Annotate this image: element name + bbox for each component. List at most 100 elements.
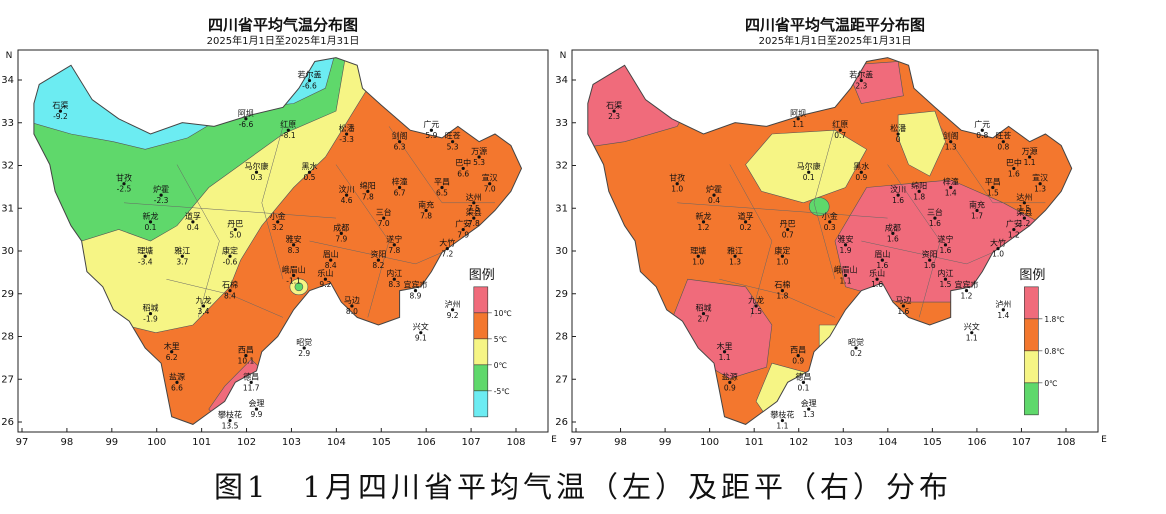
- anom-county-boundary: [729, 164, 773, 318]
- station-marker: [743, 220, 748, 224]
- temp-stations: 石渠 -9.2 若尔盖 -6.6 阿坝 -6.6 红原 -8.1 松潘 -3.3 甘孜 -2.5 炉霍 -…: [52, 70, 497, 431]
- station-value: 1.6: [892, 196, 904, 205]
- anom-x-tick-label: 100: [700, 437, 719, 448]
- station-name: 峨眉山: [834, 264, 858, 274]
- legend-swatch: [1024, 382, 1039, 416]
- station-name: 盐源: [169, 371, 185, 381]
- station-name: 丹巴: [227, 220, 243, 229]
- station-value: 0.8: [976, 131, 988, 140]
- station-value: -1.9: [143, 315, 158, 324]
- station-name: 眉山: [323, 249, 339, 259]
- station-value: 9.2: [319, 280, 331, 289]
- station-name: 德昌: [243, 371, 259, 381]
- anom-county-boundary: [887, 164, 941, 318]
- station-value: 8.3: [388, 280, 400, 289]
- anom-y-tick-label: 29: [555, 289, 568, 300]
- station-marker: [413, 289, 418, 293]
- anom-y-tick-label: 32: [555, 161, 568, 172]
- station-name: 松潘: [339, 123, 355, 133]
- station-value: 0.1: [803, 173, 815, 182]
- station-marker: [345, 193, 349, 197]
- station-marker: [424, 208, 428, 213]
- station-marker: [896, 132, 900, 136]
- station-marker: [1028, 155, 1032, 159]
- station-value: 1.3: [803, 410, 815, 419]
- station-value: 3.4: [198, 307, 210, 316]
- station-marker: [754, 304, 758, 308]
- station-marker: [382, 216, 386, 220]
- station-value: 4.6: [341, 196, 353, 205]
- station-marker: [307, 78, 312, 83]
- station-value: 8.2: [372, 261, 384, 270]
- station-value: 0.9: [724, 383, 736, 392]
- station-marker: [991, 185, 995, 190]
- station-marker: [728, 380, 732, 384]
- anom-title: 四川省平均气温距平分布图: [745, 16, 925, 34]
- anom-zone-low-songpan: [897, 110, 946, 177]
- station-value: 1.0: [992, 250, 1004, 259]
- station-name: 黑水: [302, 161, 318, 171]
- station-value: 2.3: [608, 112, 620, 121]
- anom-x-tick-label: 105: [923, 437, 942, 448]
- station-value: 1.6: [939, 246, 951, 255]
- station-name: 雅江: [174, 245, 190, 255]
- station-value: 3.7: [176, 257, 188, 266]
- station-value: 1.6: [929, 219, 941, 228]
- station-value: 0: [896, 135, 901, 144]
- anom-x-tick-label: 104: [878, 437, 897, 448]
- station-marker: [148, 220, 153, 224]
- station-marker: [859, 170, 863, 174]
- legend-swatch: [1024, 318, 1039, 352]
- station-name: 道孚: [738, 211, 754, 221]
- station-value: 0.3: [251, 173, 263, 182]
- station-name: 道孚: [185, 211, 201, 221]
- station-marker: [612, 109, 616, 113]
- station-value: 0.1: [145, 223, 157, 232]
- temp-y-tick-label: 33: [1, 118, 14, 129]
- station-name: 若尔盖: [298, 70, 322, 80]
- temp-y-tick-label: 29: [1, 289, 14, 300]
- station-marker: [733, 254, 737, 258]
- station-marker: [339, 231, 343, 235]
- station-name: 绵阳: [911, 180, 927, 190]
- station-name: 若尔盖: [849, 70, 873, 80]
- station-value: 0.1: [797, 383, 809, 392]
- station-name: 三台: [376, 207, 392, 217]
- station-name: 剑阁: [943, 131, 959, 141]
- station-name: 西昌: [238, 346, 254, 355]
- temp-east-label: E: [551, 435, 557, 445]
- station-name: 甘孜: [669, 173, 685, 183]
- anom-y-tick-label: 34: [555, 75, 568, 86]
- station-value: 1.3: [945, 143, 957, 152]
- station-name: 松潘: [890, 123, 906, 133]
- station-value: 9.1: [415, 334, 427, 343]
- station-name: 石渠: [606, 100, 622, 110]
- station-marker: [970, 331, 974, 335]
- anom-subtitle: 2025年1月1日至2025年1月31日: [759, 34, 912, 47]
- temp-y-tick-label: 27: [1, 374, 14, 385]
- station-value: 8.3: [288, 246, 300, 255]
- station-value: 2.3: [855, 82, 867, 91]
- station-marker: [345, 132, 349, 136]
- station-marker: [880, 258, 884, 262]
- station-value: 1.6: [924, 261, 936, 270]
- station-value: 1.1: [966, 334, 978, 343]
- station-value: 1.0: [671, 185, 683, 194]
- temp-x-tick-label: 106: [417, 437, 436, 448]
- station-value: 1.6: [897, 307, 909, 316]
- station-marker: [143, 254, 147, 258]
- station-value: 5.9: [425, 131, 437, 140]
- station-marker: [1012, 227, 1016, 232]
- station-value: -2.5: [117, 185, 132, 194]
- station-marker: [477, 155, 481, 159]
- station-value: 9.2: [447, 311, 459, 320]
- station-value: 1.5: [750, 307, 762, 316]
- station-marker: [933, 216, 937, 220]
- station-name: 内江: [386, 268, 402, 278]
- station-marker: [854, 346, 858, 350]
- station-marker: [451, 308, 455, 312]
- station-marker: [429, 128, 433, 132]
- station-marker: [780, 289, 785, 293]
